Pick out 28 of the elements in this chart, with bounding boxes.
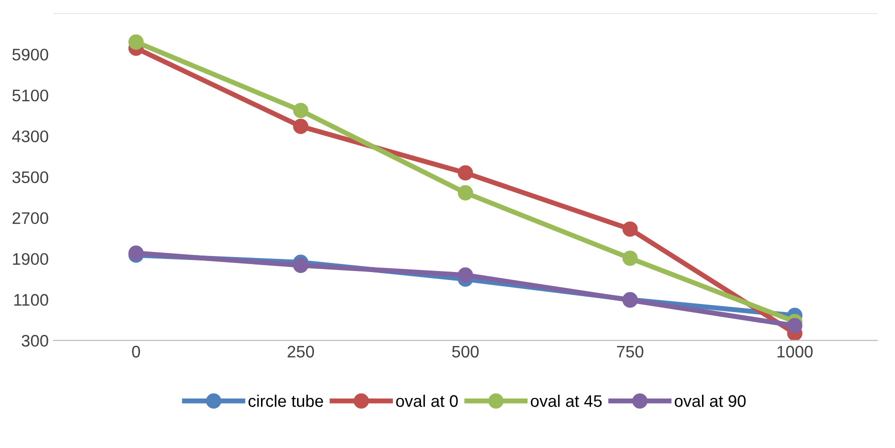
x-tick-label: 1000 [777, 346, 813, 358]
y-tick-label: 4300 [12, 130, 48, 142]
point [458, 165, 474, 181]
y-tick-label: 300 [22, 334, 48, 347]
point [128, 245, 144, 261]
x-tick-label: 250 [288, 346, 314, 358]
legend-label: circle tube [248, 394, 324, 407]
x-tick-label: 750 [617, 346, 644, 358]
x-tick-label: 500 [452, 346, 479, 358]
x-tick-label: 0 [132, 346, 140, 358]
point [622, 221, 638, 237]
legend-label: oval at 45 [530, 394, 602, 407]
y-tick-label: 5100 [12, 90, 48, 102]
y-tick-label: 2700 [12, 212, 48, 224]
point [458, 267, 474, 283]
legend-label: oval at 0 [396, 394, 458, 407]
legend-label: oval at 90 [674, 394, 746, 407]
point [622, 250, 638, 266]
y-tick-label: 1900 [13, 253, 48, 265]
point [293, 258, 308, 273]
y-tick-label: 3500 [12, 171, 48, 184]
y-tick-label: 1100 [14, 294, 48, 306]
point [787, 318, 802, 334]
point [293, 118, 308, 134]
point [293, 102, 308, 118]
point [128, 34, 144, 50]
point [458, 185, 474, 200]
y-tick-label: 5900 [12, 48, 48, 61]
